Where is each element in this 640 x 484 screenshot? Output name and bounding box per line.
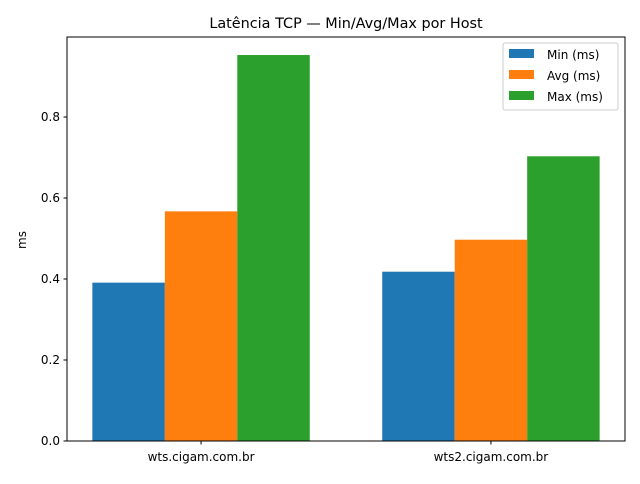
y-tick-label: 0.0 (41, 434, 60, 448)
y-tick-label: 0.4 (41, 272, 60, 286)
bar-avg-1 (454, 239, 528, 441)
y-tick-label: 0.6 (41, 191, 60, 205)
bar-max-0 (237, 55, 310, 441)
legend-label: Avg (ms) (547, 69, 600, 83)
y-tick-label: 0.2 (41, 353, 60, 367)
y-tick-label: 0.8 (41, 110, 60, 124)
legend-swatch (509, 49, 534, 58)
bar-min-0 (92, 282, 165, 441)
legend-swatch (509, 91, 534, 100)
legend-swatch (509, 70, 534, 79)
bar-avg-0 (164, 211, 238, 441)
x-tick-label: wts.cigam.com.br (148, 450, 255, 464)
legend-label: Max (ms) (547, 90, 603, 104)
bar-min-1 (382, 271, 455, 441)
chart-title: Latência TCP — Min/Avg/Max por Host (209, 16, 483, 32)
x-tick-label: wts2.cigam.com.br (434, 450, 549, 464)
legend: Min (ms) Avg (ms) Max (ms) (502, 42, 619, 111)
bar-max-1 (527, 156, 600, 441)
plot-frame (66, 36, 626, 442)
legend-label: Min (ms) (547, 48, 599, 62)
y-axis-label: ms (15, 231, 29, 249)
